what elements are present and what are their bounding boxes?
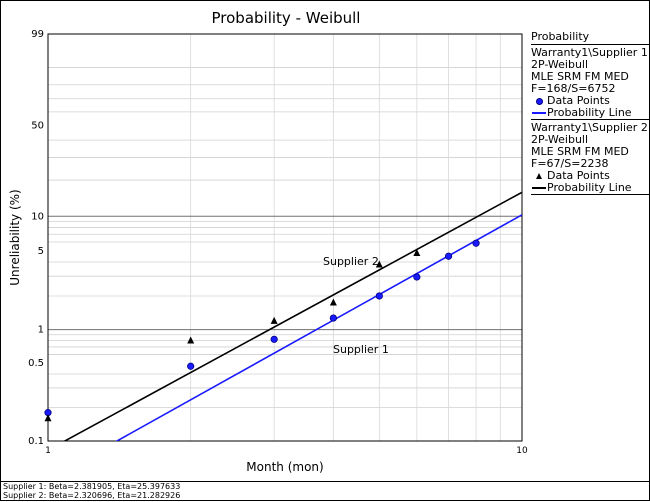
data-point-series-2 <box>413 249 421 257</box>
legend-probability-line-item: Probability Line <box>531 182 649 194</box>
x-tick-label: 10 <box>516 446 528 456</box>
legend-folio: Warranty1\Supplier 2 <box>531 121 648 134</box>
black-line-icon <box>532 187 546 189</box>
blue-line-icon <box>532 112 546 114</box>
data-point-series-1 <box>270 335 278 343</box>
parameter-footer: Supplier 1: Beta=2.381905, Eta=25.397633… <box>1 481 649 501</box>
data-point-series-2 <box>270 316 278 324</box>
plot-border <box>47 33 523 442</box>
legend-model: 2P-Weibull <box>531 58 589 71</box>
annotation-supplier-1: Supplier 1 <box>333 343 389 356</box>
data-point-series-1 <box>329 314 337 322</box>
legend-data-points-item: Data Points <box>531 170 649 182</box>
legend-data-points-label: Data Points <box>547 169 610 182</box>
data-point-series-2 <box>44 414 52 422</box>
legend-data-points-item: Data Points <box>531 95 649 107</box>
y-tick-label: 0.1 <box>28 436 44 447</box>
legend-probability-line-item: Probability Line <box>531 107 649 119</box>
legend-block-supplier-2: Warranty1\Supplier 2 2P-Weibull MLE SRM … <box>531 120 649 195</box>
annotation-supplier-2: Supplier 2 <box>323 255 379 268</box>
legend-model: 2P-Weibull <box>531 133 589 146</box>
triangle-marker-icon <box>536 173 542 179</box>
data-point-series-1 <box>472 239 480 247</box>
data-point-series-2 <box>375 260 383 268</box>
data-point-series-2 <box>187 336 195 344</box>
x-tick-label: 1 <box>45 446 51 456</box>
y-tick-label: 99 <box>31 29 44 40</box>
probability-line-1 <box>115 214 522 441</box>
data-point-series-1 <box>375 292 383 300</box>
data-point-series-1 <box>187 362 195 370</box>
y-axis-label: Unreliability (%) <box>8 189 22 285</box>
legend-method: MLE SRM FM MED <box>531 145 629 158</box>
legend-probability-line-label: Probability Line <box>547 181 632 194</box>
data-point-series-2 <box>329 298 337 306</box>
legend-counts: F=168/S=6752 <box>531 82 616 95</box>
legend: Probability Warranty1\Supplier 1 2P-Weib… <box>531 31 649 195</box>
y-tick-label: 10 <box>31 211 44 222</box>
data-point-series-1 <box>413 273 421 281</box>
data-point-series-1 <box>444 252 453 260</box>
footer-supplier-1-params: Supplier 1: Beta=2.381905, Eta=25.397633 <box>3 482 181 491</box>
legend-header: Probability <box>531 31 649 45</box>
x-axis-label: Month (mon) <box>246 460 323 474</box>
y-tick-label: 0.5 <box>28 358 44 369</box>
y-tick-label: 1 <box>38 325 44 336</box>
y-tick-label: 50 <box>31 120 44 131</box>
legend-probability-line-label: Probability Line <box>547 106 632 119</box>
legend-data-points-label: Data Points <box>547 94 610 107</box>
chart-title: Probability - Weibull <box>211 9 361 27</box>
circle-marker-icon <box>535 97 543 105</box>
y-tick-label: 5 <box>38 246 44 257</box>
probability-line-2 <box>63 191 522 441</box>
footer-supplier-2-params: Supplier 2: Beta=2.320696, Eta=21.282926 <box>3 491 181 500</box>
legend-method: MLE SRM FM MED <box>531 70 629 83</box>
legend-folio: Warranty1\Supplier 1 <box>531 46 648 59</box>
legend-counts: F=67/S=2238 <box>531 157 609 170</box>
legend-block-supplier-1: Warranty1\Supplier 1 2P-Weibull MLE SRM … <box>531 45 649 120</box>
plot-area <box>48 34 522 441</box>
